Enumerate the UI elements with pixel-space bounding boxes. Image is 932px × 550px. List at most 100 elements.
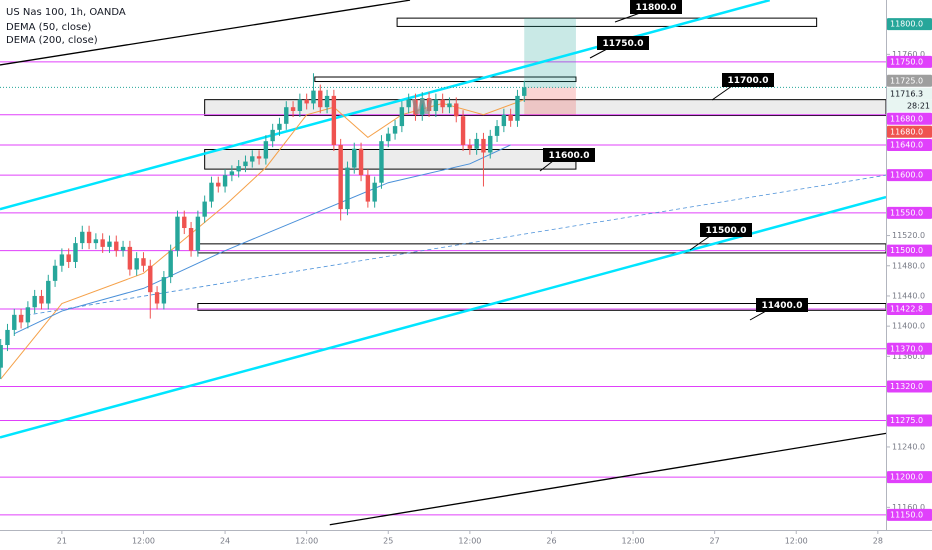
candle-body bbox=[494, 126, 500, 136]
candle-body bbox=[420, 98, 425, 115]
price-badge-label: 11550.0 bbox=[890, 208, 923, 217]
price-badge bbox=[887, 206, 932, 219]
candle-body bbox=[311, 90, 316, 104]
dema-line bbox=[14, 144, 511, 335]
candle-body bbox=[413, 99, 418, 115]
price-badge bbox=[887, 125, 932, 138]
y-tick-label: 11440.0 bbox=[892, 291, 925, 300]
candle-body bbox=[243, 161, 248, 167]
candle-body bbox=[426, 98, 432, 111]
x-tick-label: 25 bbox=[383, 537, 393, 546]
candle-body bbox=[284, 107, 289, 124]
candle-body bbox=[148, 265, 153, 293]
callout-pointer bbox=[614, 12, 641, 23]
callout-pointer bbox=[589, 48, 608, 59]
callout-box bbox=[700, 223, 752, 237]
candle-body bbox=[338, 144, 343, 210]
price-badge-label: 11640.0 bbox=[890, 140, 923, 149]
price-badge-label: 11680.0 bbox=[890, 127, 923, 136]
price-badge bbox=[887, 74, 932, 87]
price-badge-label: 11422.8 bbox=[890, 304, 923, 313]
candle-body bbox=[392, 126, 398, 134]
candle-body bbox=[304, 99, 309, 104]
candle-body bbox=[195, 216, 201, 251]
trend-line bbox=[0, 0, 771, 211]
candle-body bbox=[66, 254, 71, 262]
candle-body bbox=[324, 95, 330, 108]
y-tick-label: 11400.0 bbox=[892, 322, 925, 331]
candle-body bbox=[454, 103, 459, 117]
candle-body bbox=[182, 216, 187, 229]
price-badge-label: 11680.0 bbox=[890, 114, 923, 123]
x-tick-label: 26 bbox=[546, 537, 556, 546]
callout-box bbox=[722, 73, 774, 87]
candle-body bbox=[202, 201, 207, 217]
candle-body bbox=[12, 314, 17, 330]
zone-box bbox=[204, 148, 577, 170]
candle-body bbox=[168, 250, 173, 278]
price-badge bbox=[887, 112, 932, 125]
candle-body bbox=[488, 135, 493, 153]
price-badge-label: 11600.0 bbox=[890, 171, 923, 180]
price-badge bbox=[887, 302, 932, 315]
callout-label: 11500.0 bbox=[706, 226, 747, 236]
candle-body bbox=[52, 265, 58, 281]
callout-pointer bbox=[689, 235, 711, 251]
candle-body bbox=[229, 171, 235, 176]
candle-body bbox=[32, 295, 37, 308]
zone-box bbox=[396, 17, 818, 27]
price-badge bbox=[887, 414, 932, 427]
price-badge-label: 11150.0 bbox=[890, 510, 923, 519]
candle-body bbox=[474, 138, 479, 149]
y-tick-label: 11360.0 bbox=[892, 352, 925, 361]
candle-body bbox=[481, 138, 486, 153]
price-badge bbox=[887, 55, 932, 68]
candle-body bbox=[290, 107, 296, 111]
candle-body bbox=[141, 258, 146, 266]
y-tick-label: 11480.0 bbox=[892, 261, 925, 270]
candle-body bbox=[352, 148, 357, 168]
x-tick-label: 12:00 bbox=[622, 537, 645, 546]
trend-line bbox=[0, 195, 886, 439]
candle-body bbox=[18, 314, 24, 323]
candle-body bbox=[114, 241, 119, 251]
callout-pointer bbox=[711, 85, 733, 101]
x-tick-label: 27 bbox=[710, 537, 720, 546]
candle-body bbox=[134, 258, 139, 270]
callout-label: 11800.0 bbox=[636, 3, 677, 13]
candle-body bbox=[460, 116, 466, 145]
candle-body bbox=[379, 141, 384, 183]
price-badge bbox=[887, 87, 932, 100]
candle-body bbox=[161, 277, 167, 304]
candle-body bbox=[522, 87, 527, 96]
price-badge-label: 11320.0 bbox=[890, 382, 923, 391]
price-badge bbox=[887, 380, 932, 393]
candle-body bbox=[39, 295, 44, 304]
candle-body bbox=[107, 241, 112, 247]
candle-body bbox=[365, 175, 371, 202]
candle-body bbox=[188, 228, 194, 251]
candle-body bbox=[440, 99, 445, 108]
y-tick-label: 11160.0 bbox=[892, 503, 925, 512]
loss-zone bbox=[524, 87, 576, 115]
candle-body bbox=[120, 246, 126, 251]
candle-body bbox=[256, 156, 262, 159]
candle-body bbox=[236, 166, 241, 172]
countdown-badge bbox=[887, 99, 932, 112]
price-badge-label: 11200.0 bbox=[890, 473, 923, 482]
candle-body bbox=[399, 107, 405, 127]
x-tick-label: 28 bbox=[873, 537, 883, 546]
trend-line bbox=[329, 432, 886, 526]
x-tick-label: 12:00 bbox=[785, 537, 808, 546]
candle-body bbox=[318, 90, 323, 108]
price-badge bbox=[887, 508, 932, 521]
pattern-mark: W bbox=[411, 95, 433, 119]
candle-body bbox=[331, 95, 337, 145]
profit-zone bbox=[524, 18, 576, 88]
candle-body bbox=[5, 329, 10, 346]
callout-pointer bbox=[539, 160, 554, 172]
y-tick-label: 11240.0 bbox=[892, 442, 925, 451]
candle-body bbox=[46, 280, 51, 304]
y-tick-label: 11760.0 bbox=[892, 50, 925, 59]
